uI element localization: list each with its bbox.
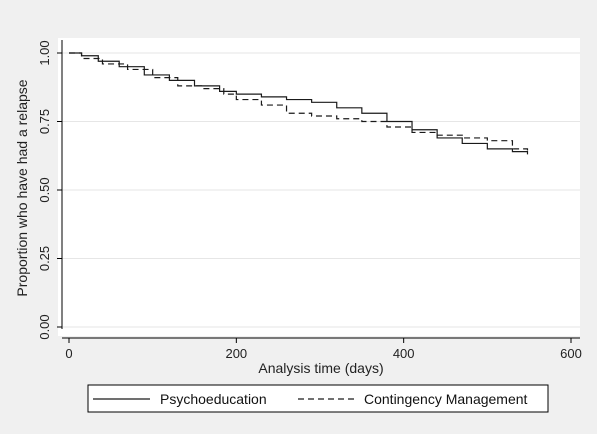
y-axis-title: Proportion who have had a relapse: [14, 79, 30, 296]
legend: Psychoeducation Contingency Management: [87, 384, 549, 413]
series-line-psychoeducation: [69, 52, 529, 155]
y-tick-label: 0.25: [37, 246, 52, 271]
legend-label-psychoeducation: Psychoeducation: [160, 391, 267, 407]
x-tick-label: 0: [65, 346, 72, 361]
x-axis-title: Analysis time (days): [258, 360, 383, 376]
plot-area: [58, 38, 580, 336]
series-lines: [69, 52, 529, 155]
series-line-contingency-management: [69, 52, 529, 155]
x-ticks: 0 200 400 600: [65, 338, 582, 361]
x-tick-label: 200: [225, 346, 247, 361]
y-ticks: 0.00 0.25 0.50 0.75 1.00: [37, 40, 62, 340]
axes: [61, 40, 580, 339]
y-tick-label: 0.50: [37, 177, 52, 202]
x-tick-label: 400: [393, 346, 415, 361]
y-tick-label: 1.00: [37, 40, 52, 65]
gridlines: [62, 52, 580, 328]
y-tick-label: 0.00: [37, 314, 52, 339]
y-tick-label: 0.75: [37, 109, 52, 134]
legend-label-contingency-management: Contingency Management: [364, 391, 528, 407]
x-tick-label: 600: [560, 346, 582, 361]
